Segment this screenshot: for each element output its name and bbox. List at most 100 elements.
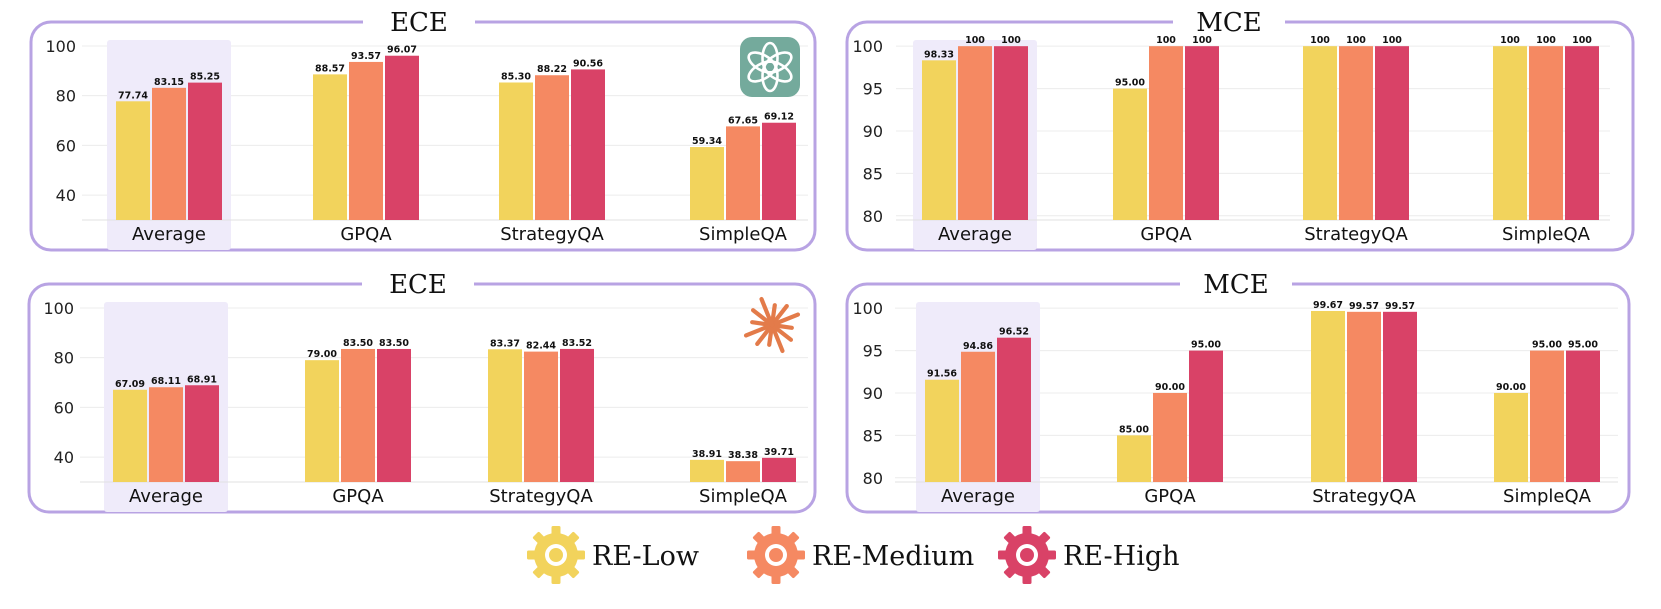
bar-re-low-strategyqa [499, 82, 533, 220]
bar-re-low-average [113, 389, 147, 482]
data-label: 100 [1500, 35, 1520, 46]
bar-re-low-simpleqa [1494, 392, 1528, 482]
y-tick-label: 60 [54, 398, 74, 417]
bar-re-high-average [997, 337, 1031, 482]
data-label: 100 [1310, 35, 1330, 46]
data-label: 59.34 [692, 136, 722, 147]
y-tick-label: 100 [45, 37, 76, 56]
data-label: 100 [1156, 35, 1176, 46]
x-tick-label: SimpleQA [699, 486, 788, 507]
data-label: 69.12 [764, 112, 794, 123]
data-label: 38.91 [692, 449, 722, 460]
y-tick-label: 80 [863, 207, 883, 226]
data-label: 100 [965, 35, 985, 46]
y-tick-label: 90 [863, 122, 883, 141]
chart-panel-top-right: 80 85 90 95 100 98.33 100 100 Average 95.00 100 100… [845, 8, 1635, 252]
bar-re-low-average [925, 379, 959, 482]
title-gap [1173, 16, 1285, 28]
title-gap [1180, 278, 1292, 290]
bar-re-medium-strategyqa [535, 75, 569, 220]
panel-title: ECE [389, 270, 447, 300]
data-label: 85.25 [190, 72, 220, 83]
x-tick-label: GPQA [1144, 486, 1196, 507]
x-tick-label: StrategyQA [1304, 224, 1408, 245]
data-label: 90.56 [573, 58, 603, 69]
data-label: 83.37 [490, 338, 520, 349]
legend-gear-icon-re-medium [747, 526, 805, 584]
y-tick-label: 60 [56, 136, 76, 155]
bar-re-high-gpqa [1185, 46, 1219, 221]
y-tick-label: 80 [54, 349, 74, 368]
data-label: 90.00 [1496, 382, 1526, 393]
bar-re-low-simpleqa [1493, 46, 1527, 221]
logo-ray [769, 322, 785, 354]
x-tick-label: StrategyQA [1312, 486, 1416, 507]
bar-re-low-strategyqa [1303, 46, 1337, 221]
bar-re-medium-simpleqa [1529, 46, 1563, 221]
data-label: 96.07 [387, 45, 417, 56]
bar-re-medium-simpleqa [726, 461, 760, 482]
data-label: 98.33 [924, 49, 954, 60]
data-label: 99.57 [1349, 301, 1379, 312]
data-label: 83.52 [562, 338, 592, 349]
x-tick-label: Average [132, 224, 206, 245]
data-label: 99.67 [1313, 300, 1343, 311]
bar-re-medium-strategyqa [1347, 311, 1381, 482]
bar-re-medium-gpqa [349, 61, 383, 221]
x-tick-label: Average [941, 486, 1015, 507]
y-tick-label: 40 [54, 448, 74, 467]
data-label: 100 [1001, 35, 1021, 46]
chart-panel-top-left: 40 60 80 100 77.74 83.15 85.25 Average 88.57 93.5… [29, 8, 817, 252]
bar-re-high-gpqa [1189, 350, 1223, 482]
y-tick-label: 90 [863, 384, 883, 403]
y-tick-label: 100 [852, 299, 883, 318]
bar-re-medium-strategyqa [524, 351, 558, 482]
data-label: 95.00 [1568, 340, 1598, 351]
data-label: 99.57 [1385, 301, 1415, 312]
openai-logo [740, 37, 800, 97]
gear-center [769, 548, 783, 562]
bar-re-high-strategyqa [571, 69, 605, 220]
bar-re-low-simpleqa [690, 459, 724, 482]
chart-panel-bottom-left: 40 60 80 100 67.09 68.11 68.91 Average 79.00 83.5… [27, 270, 817, 514]
data-label: 85.30 [501, 71, 531, 82]
x-tick-label: GPQA [1140, 224, 1192, 245]
y-tick-label: 100 [852, 37, 883, 56]
logo-ray [759, 296, 775, 328]
data-label: 83.15 [154, 77, 184, 88]
bar-re-high-strategyqa [560, 348, 594, 482]
data-label: 88.57 [315, 63, 345, 74]
x-tick-label: GPQA [332, 486, 384, 507]
data-label: 88.22 [537, 64, 567, 75]
bar-re-low-simpleqa [690, 147, 724, 220]
panel-title: ECE [390, 8, 448, 38]
bar-re-medium-gpqa [1149, 46, 1183, 221]
x-tick-label: StrategyQA [500, 224, 604, 245]
bar-re-medium-simpleqa [1530, 350, 1564, 482]
x-tick-label: SimpleQA [1502, 224, 1591, 245]
data-label: 95.00 [1115, 78, 1145, 89]
bar-re-low-strategyqa [488, 349, 522, 482]
data-label: 100 [1346, 35, 1366, 46]
title-gap [363, 16, 475, 28]
logo-bg [740, 37, 800, 97]
bar-re-high-strategyqa [1375, 46, 1409, 221]
legend-label: RE-High [1063, 541, 1180, 572]
bar-re-high-simpleqa [762, 457, 796, 482]
bar-re-low-average [922, 60, 956, 221]
data-label: 79.00 [307, 349, 337, 360]
bar-re-medium-gpqa [1153, 392, 1187, 482]
bar-re-medium-average [149, 387, 183, 482]
data-label: 68.91 [187, 374, 217, 385]
chart-panel-bottom-right: 80 85 90 95 100 91.56 94.86 96.52 Average 85.00 90… [845, 270, 1631, 514]
logo-ray [769, 312, 801, 328]
data-label: 96.52 [999, 327, 1029, 338]
bar-re-medium-average [961, 351, 995, 482]
bar-re-low-strategyqa [1311, 310, 1345, 482]
y-tick-label: 85 [863, 164, 883, 183]
legend-gear-icon-re-high [998, 526, 1056, 584]
data-label: 68.11 [151, 376, 181, 387]
data-label: 67.65 [728, 115, 758, 126]
data-label: 90.00 [1155, 382, 1185, 393]
